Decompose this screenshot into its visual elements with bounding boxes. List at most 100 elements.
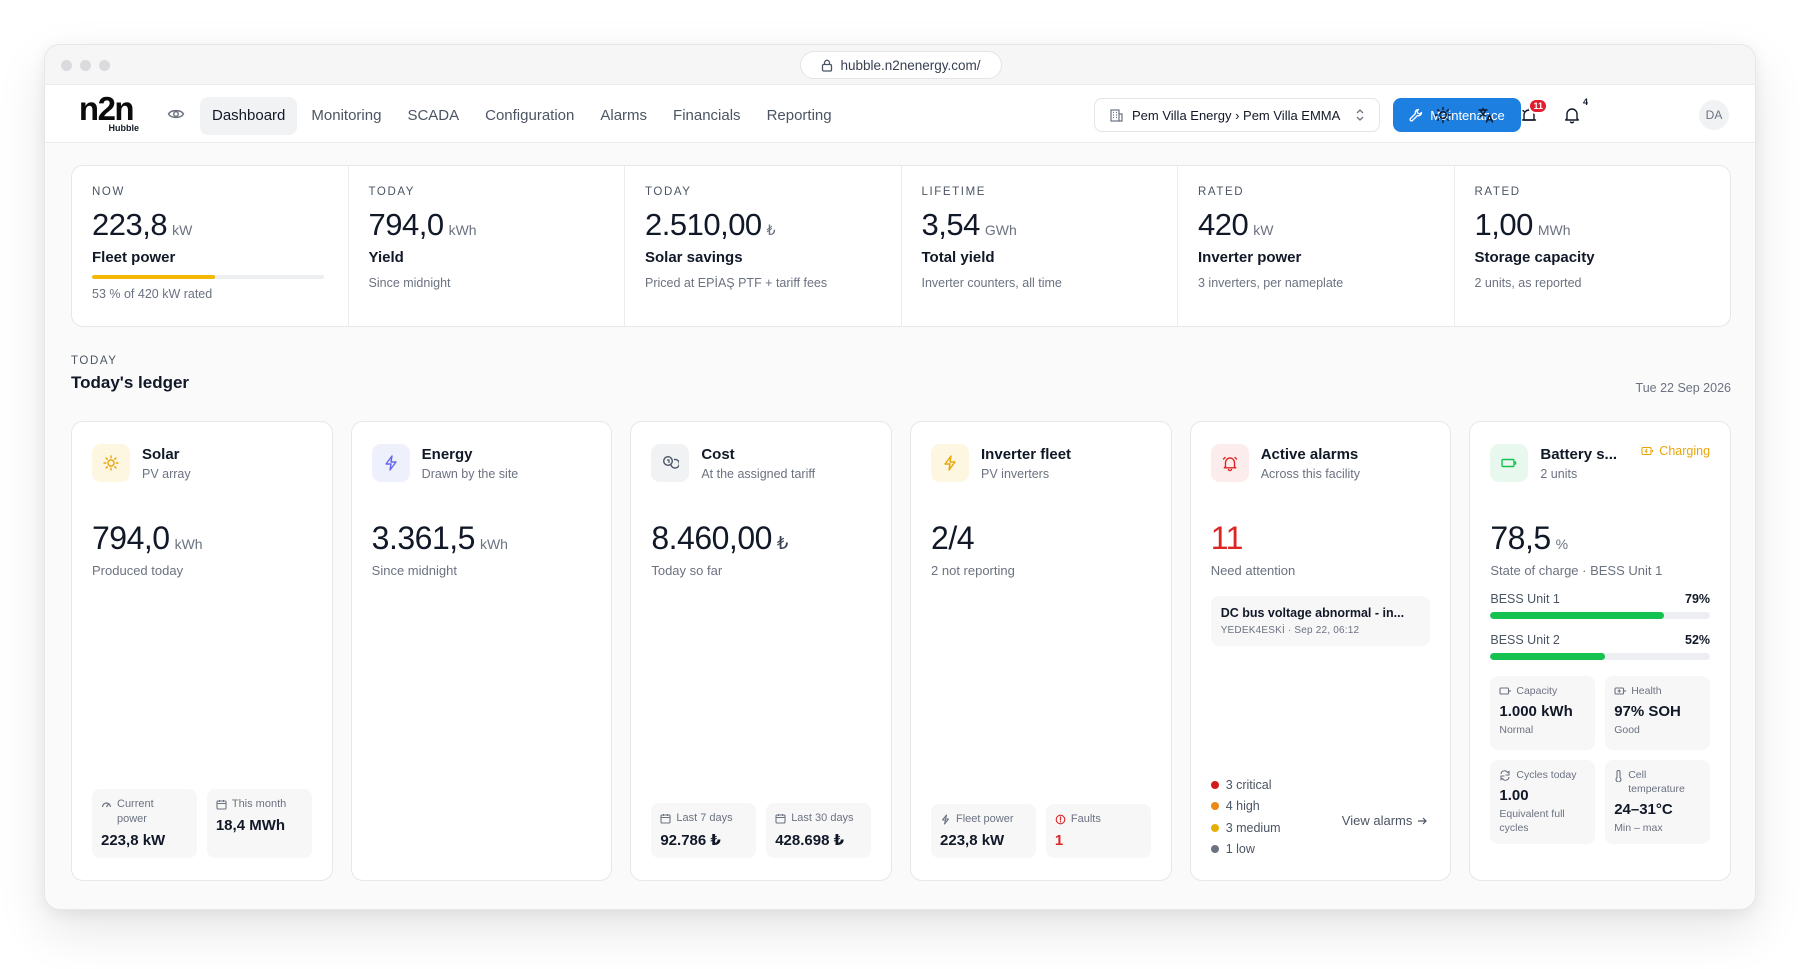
solar-value: 794,0 kWh xyxy=(92,520,203,556)
kpi-yield: TODAY 794,0 kWh Yield Since midnight xyxy=(349,166,625,326)
card-title: Solar xyxy=(142,446,180,463)
inverter-value-sub: 2 not reporting xyxy=(931,563,1015,578)
alarms-value-sub: Need attention xyxy=(1210,563,1296,578)
solar-value-sub: Produced today xyxy=(92,563,184,578)
last-7-days-stat: Last 7 days 92.786 ₺ xyxy=(651,803,757,858)
kpi-label: RATED xyxy=(1198,186,1245,198)
alarm-count-badge: 11 xyxy=(1528,98,1548,114)
brand-logo[interactable]: n2n Hubble xyxy=(71,90,141,133)
kpi-value: 3,54 GWh xyxy=(921,207,1017,242)
thermometer-icon xyxy=(1615,770,1622,782)
arrow-right-icon xyxy=(1418,817,1428,824)
window-close-dot[interactable] xyxy=(61,60,72,71)
inverter-fleet-card[interactable]: Inverter fleet PV inverters 2/4 2 not re… xyxy=(910,421,1172,881)
kpi-sub: Priced at EPİAŞ PTF + tariff fees xyxy=(645,276,828,290)
sun-icon xyxy=(92,444,130,482)
maintenance-button-label: Maintenance xyxy=(1430,107,1505,123)
notification-count-badge: 4 xyxy=(1582,97,1588,107)
card-subtitle: At the assigned tariff xyxy=(701,467,816,481)
card-title: Active alarms xyxy=(1260,446,1359,463)
lightning-icon xyxy=(931,444,970,482)
kpi-sub: Since midnight xyxy=(368,276,451,290)
nav-financials[interactable]: Financials xyxy=(673,107,741,124)
window-zoom-dot[interactable] xyxy=(99,60,110,71)
battery-card[interactable]: Battery s... 2 units Charging 78,5% Stat… xyxy=(1469,421,1732,881)
nav-alarms[interactable]: Alarms xyxy=(600,107,648,124)
energy-value: 3.361,5 kWh xyxy=(371,520,508,556)
chevron-up-down-icon xyxy=(1356,109,1364,121)
battery-soc-value: 78,5% xyxy=(1490,520,1569,556)
cell-temperature-stat: Cell temperature 24–31°C Min – max xyxy=(1605,760,1711,844)
nav-scada[interactable]: SCADA xyxy=(407,107,460,124)
url-text: hubble.n2nenergy.com/ xyxy=(840,57,981,73)
browser-titlebar: hubble.n2nenergy.com/ xyxy=(45,45,1755,85)
battery-charging-icon xyxy=(1641,446,1654,456)
kpi-fleet-power: NOW 223,8 kW Fleet power 53 % of 420 kW r… xyxy=(72,166,349,326)
url-bar[interactable]: hubble.n2nenergy.com/ xyxy=(800,51,1002,79)
window-controls xyxy=(61,60,110,71)
alarm-bell-icon xyxy=(1210,444,1249,482)
card-subtitle: PV inverters xyxy=(981,467,1050,481)
translate-icon[interactable] xyxy=(1475,104,1497,126)
calendar-icon xyxy=(660,814,671,824)
bell-icon[interactable]: 4 xyxy=(1561,97,1588,126)
site-selector[interactable]: Pem Villa Energy › Pem Villa EMMA xyxy=(1094,98,1380,132)
card-subtitle: PV array xyxy=(142,467,191,481)
card-subtitle: Across this facility xyxy=(1260,467,1361,481)
main-nav: Dashboard Monitoring SCADA Configuration… xyxy=(200,97,844,135)
nav-reporting[interactable]: Reporting xyxy=(766,107,832,124)
alarm-meta: YEDEK4ESKİ · Sep 22, 06:12 xyxy=(1220,625,1360,636)
card-subtitle: Drawn by the site xyxy=(421,467,519,481)
kpi-sub: Inverter counters, all time xyxy=(921,276,1062,290)
sun-icon[interactable] xyxy=(1432,104,1454,126)
window-minimize-dot[interactable] xyxy=(80,60,91,71)
view-alarms-link[interactable]: View alarms xyxy=(1342,813,1429,828)
kpi-strip: NOW 223,8 kW Fleet power 53 % of 420 kW r… xyxy=(71,165,1731,327)
solar-card[interactable]: Solar PV array 794,0 kWh Produced today C… xyxy=(71,421,333,881)
bess-unit-2: BESS Unit 2 52% xyxy=(1490,633,1711,660)
severity-high: 4 high xyxy=(1210,796,1281,818)
nav-configuration[interactable]: Configuration xyxy=(485,107,575,124)
battery-value-sub: State of charge · BESS Unit 1 xyxy=(1490,563,1663,578)
inverter-value: 2/4 xyxy=(931,520,974,556)
alarm-clock-icon[interactable]: 11 xyxy=(1518,98,1548,126)
calendar-icon xyxy=(216,800,227,810)
kpi-value: 794,0 kWh xyxy=(368,207,477,242)
active-alarms-card[interactable]: Active alarms Across this facility 11 Ne… xyxy=(1189,421,1452,881)
severity-critical: 3 critical xyxy=(1210,774,1281,796)
cost-value-sub: Today so far xyxy=(651,563,723,578)
gauge-icon xyxy=(101,802,112,808)
energy-card[interactable]: Energy Drawn by the site 3.361,5 kWh Sinc… xyxy=(350,421,613,881)
user-avatar[interactable]: DA xyxy=(1699,100,1729,130)
bess-unit-2-bar xyxy=(1490,653,1605,660)
nav-dashboard[interactable]: Dashboard xyxy=(200,97,298,135)
building-icon xyxy=(1110,108,1123,122)
repeat-icon xyxy=(1500,770,1510,781)
kpi-solar-savings: TODAY 2.510,00 ₺ Solar savings Priced at … xyxy=(625,166,902,326)
lightning-icon xyxy=(941,814,950,825)
kpi-title: Storage capacity xyxy=(1474,249,1595,266)
health-stat: Health 97% SOH Good xyxy=(1605,676,1711,750)
latest-alarm-item[interactable]: DC bus voltage abnormal - in... YEDEK4ES… xyxy=(1210,596,1431,646)
bess-unit-1: BESS Unit 1 79% xyxy=(1490,592,1711,619)
bess-unit-1-bar xyxy=(1490,612,1664,619)
kpi-sub: 53 % of 420 kW rated xyxy=(92,287,213,301)
battery-icon xyxy=(1490,444,1529,482)
severity-medium: 3 medium xyxy=(1210,817,1281,839)
severity-low: 1 low xyxy=(1210,839,1281,861)
logo-wordmark: n2n xyxy=(78,90,135,127)
this-month-stat: This month 18,4 MWh xyxy=(206,789,312,858)
last-30-days-stat: Last 30 days 428.698 ₺ xyxy=(766,803,872,858)
maintenance-button[interactable]: Maintenance xyxy=(1393,98,1521,132)
lightning-icon xyxy=(371,444,410,482)
lock-icon xyxy=(822,59,833,72)
eye-icon[interactable] xyxy=(167,105,185,128)
nav-monitoring[interactable]: Monitoring xyxy=(311,107,382,124)
alarms-value: 11 xyxy=(1210,520,1244,556)
battery-health-icon xyxy=(1614,687,1626,695)
top-navbar: n2n Hubble Dashboard Monitoring SCADA Co… xyxy=(45,85,1755,143)
cost-card[interactable]: Cost At the assigned tariff 8.460,00 ₺ To… xyxy=(630,421,893,881)
kpi-value: 1,00 MWh xyxy=(1474,207,1571,242)
kpi-label: NOW xyxy=(92,186,125,198)
kpi-storage-capacity: RATED 1,00 MWh Storage capacity 2 units, … xyxy=(1455,166,1731,326)
